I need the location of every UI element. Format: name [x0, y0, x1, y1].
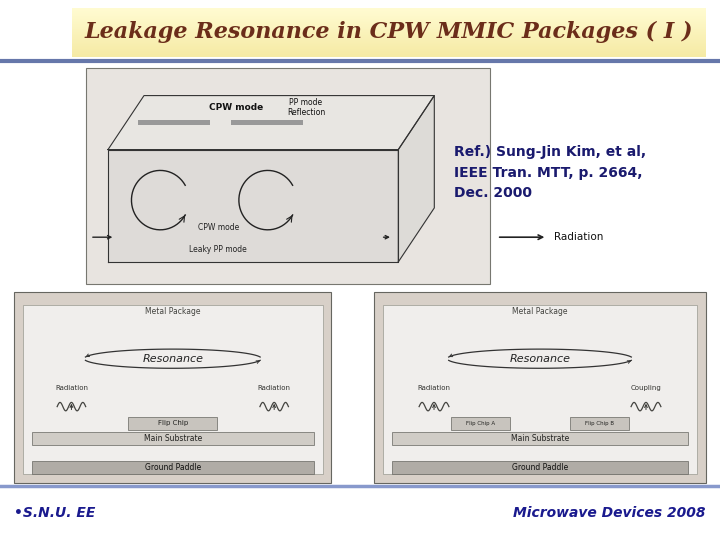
Text: Flip Chip: Flip Chip — [158, 421, 188, 427]
Text: Main Substrate: Main Substrate — [144, 434, 202, 443]
Bar — [72, 10, 706, 11]
Bar — [72, 19, 706, 20]
Bar — [14, 292, 331, 483]
Bar — [72, 56, 706, 57]
Bar — [72, 20, 706, 21]
Bar — [72, 36, 706, 37]
Text: CPW mode: CPW mode — [198, 223, 239, 232]
Bar — [72, 33, 706, 35]
Text: •S.N.U. EE: •S.N.U. EE — [14, 506, 96, 520]
Bar — [72, 13, 706, 14]
Bar — [392, 433, 688, 445]
Bar — [72, 28, 706, 29]
Text: PP mode
Reflection: PP mode Reflection — [287, 98, 325, 117]
Bar — [72, 46, 706, 47]
Text: Microwave Devices 2008: Microwave Devices 2008 — [513, 506, 706, 520]
Bar — [72, 55, 706, 56]
Bar — [32, 433, 314, 445]
Bar — [72, 35, 706, 36]
Bar — [72, 47, 706, 48]
Bar — [451, 417, 510, 430]
Bar — [86, 68, 490, 284]
Bar — [72, 15, 706, 16]
Text: Resonance: Resonance — [510, 354, 570, 364]
Bar — [72, 41, 706, 42]
Bar — [72, 31, 706, 32]
Bar — [383, 305, 697, 474]
Text: CPW mode: CPW mode — [210, 103, 264, 112]
Bar — [72, 25, 706, 26]
Bar — [23, 305, 323, 474]
Text: Flip Chip A: Flip Chip A — [466, 421, 495, 426]
Bar — [72, 14, 706, 15]
Bar — [72, 43, 706, 44]
Bar — [72, 44, 706, 45]
Bar — [72, 30, 706, 31]
Bar — [108, 150, 398, 262]
Text: Leakage Resonance in CPW MMIC Packages ( I ): Leakage Resonance in CPW MMIC Packages (… — [84, 22, 693, 43]
Text: Radiation: Radiation — [554, 232, 604, 242]
Bar — [374, 292, 706, 483]
Bar — [128, 417, 217, 430]
Text: Resonance: Resonance — [143, 354, 203, 364]
Bar — [72, 52, 706, 53]
Bar — [72, 18, 706, 19]
Bar — [72, 9, 706, 10]
Bar — [72, 38, 706, 39]
Bar — [72, 39, 706, 40]
Bar — [72, 12, 706, 13]
Bar — [72, 29, 706, 30]
Bar — [72, 40, 706, 41]
Bar — [392, 461, 688, 474]
Bar — [72, 45, 706, 46]
Text: Leaky PP mode: Leaky PP mode — [189, 245, 247, 254]
Bar — [72, 22, 706, 23]
Bar — [72, 32, 706, 33]
Text: Flip Chip B: Flip Chip B — [585, 421, 614, 426]
Bar — [72, 11, 706, 12]
Bar — [72, 49, 706, 50]
Text: Coupling: Coupling — [631, 385, 662, 392]
Text: Ground Paddle: Ground Paddle — [512, 463, 568, 472]
Bar — [32, 461, 314, 474]
Text: Radiation: Radiation — [258, 385, 291, 392]
Text: Radiation: Radiation — [55, 385, 88, 392]
Bar — [72, 42, 706, 43]
Bar — [72, 21, 706, 22]
Bar — [72, 54, 706, 55]
Bar — [72, 37, 706, 38]
Bar — [72, 17, 706, 18]
Text: Ref.) Sung-Jin Kim, et al,
IEEE Tran. MTT, p. 2664,
Dec. 2000: Ref.) Sung-Jin Kim, et al, IEEE Tran. MT… — [454, 145, 646, 200]
Bar — [570, 417, 629, 430]
Text: Metal Package: Metal Package — [145, 307, 201, 316]
Bar — [138, 120, 210, 125]
Bar — [72, 48, 706, 49]
Text: Metal Package: Metal Package — [512, 307, 568, 316]
Bar — [72, 51, 706, 52]
Bar — [72, 8, 706, 9]
Text: Ground Paddle: Ground Paddle — [145, 463, 201, 472]
Bar — [72, 23, 706, 24]
Text: Radiation: Radiation — [418, 385, 451, 392]
Text: Main Substrate: Main Substrate — [511, 434, 569, 443]
Bar — [72, 26, 706, 28]
Bar — [72, 50, 706, 51]
Bar — [72, 53, 706, 54]
Polygon shape — [398, 96, 434, 262]
Bar — [72, 24, 706, 25]
Bar — [72, 16, 706, 17]
Polygon shape — [108, 96, 434, 150]
Bar — [230, 120, 303, 125]
